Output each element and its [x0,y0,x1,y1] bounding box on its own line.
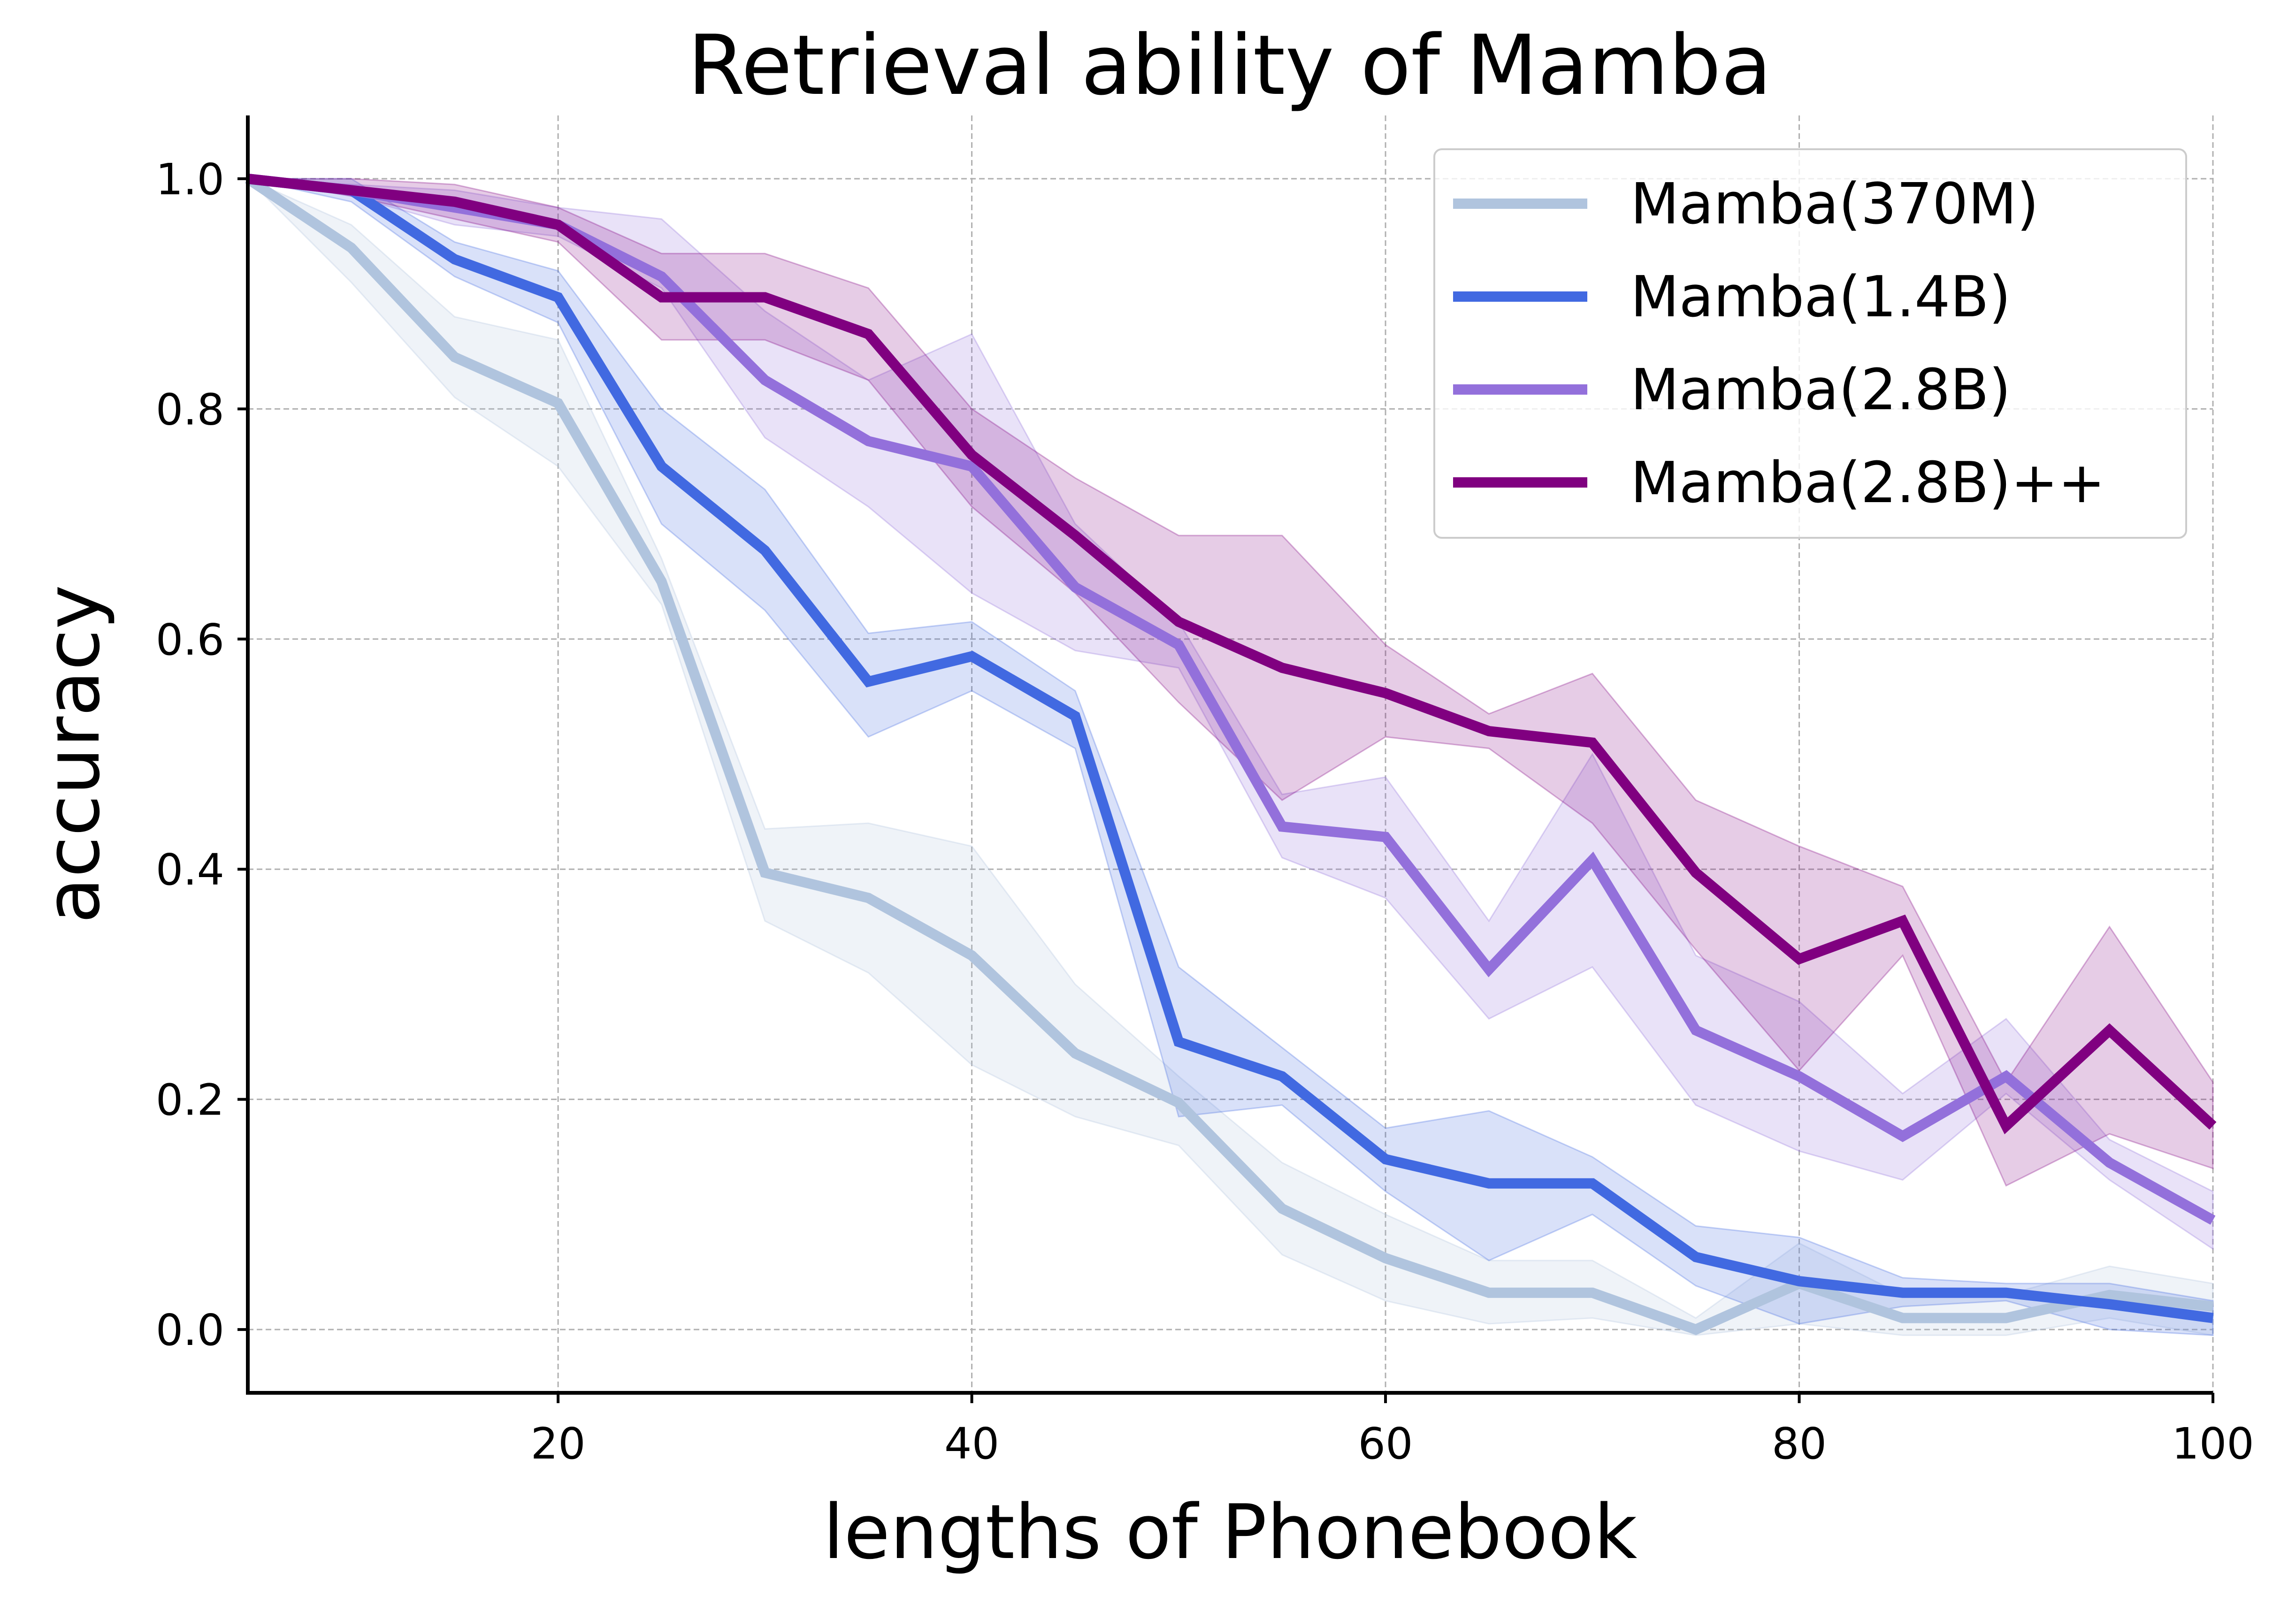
data-point [351,247,352,248]
legend: Mamba(370M) Mamba(1.4B) Mamba(2.8B) Mamba(2… [1433,148,2187,539]
data-point [2212,1220,2213,1221]
data-point [2109,1162,2110,1163]
data-point [1799,959,1800,960]
confidence-band [247,178,2214,1337]
legend-label: Mamba(370M) [1630,172,2039,237]
data-point [1695,1030,1696,1031]
y-axis-label: accuracy [29,585,116,924]
data-point [661,466,662,467]
data-point [2109,1295,2110,1296]
y-tick-label: 0.8 [156,384,224,435]
x-tick-label: 60 [1358,1419,1413,1469]
y-tick-label: 0.2 [156,1075,224,1125]
data-point [1178,1102,1179,1103]
legend-label: Mamba(2.8B)++ [1630,451,2105,516]
data-point [558,224,559,225]
data-point [1799,1281,1800,1282]
axes [246,115,2213,1395]
legend-box [1433,148,2187,539]
x-axis-label: lengths of Phonebook [823,1488,1638,1576]
data-point [1902,1136,1903,1137]
data-point [1488,731,1489,732]
data-point [1075,587,1076,588]
data-point [868,334,869,335]
data-point [454,259,455,260]
data-point [1488,1183,1489,1184]
data-point [1282,826,1283,827]
data-point [1488,969,1489,970]
data-point [1592,1292,1593,1293]
data-point [558,297,559,298]
data-point [1075,535,1076,536]
x-tick-label: 20 [531,1419,586,1469]
data-point [2212,1306,2213,1307]
data-point [1695,1329,1696,1330]
data-point [868,898,869,899]
data-point [1178,644,1179,645]
data-point [2109,1030,2110,1031]
data-point [661,581,662,582]
data-point [1282,1076,1283,1077]
data-point [661,276,662,277]
legend-label: Mamba(1.4B) [1630,265,2011,330]
data-point [1282,667,1283,668]
data-point [2212,1125,2213,1126]
data-point [868,681,869,682]
data-point [1075,716,1076,717]
data-point [1592,1183,1593,1184]
data-point [1385,1258,1386,1259]
chart-title: Retrieval ability of Mamba [688,17,1772,114]
x-tick-label: 40 [944,1419,999,1469]
data-point [2109,1304,2110,1305]
y-tick-label: 1.0 [156,154,224,205]
data-point [1282,1208,1283,1209]
data-point [1902,1318,1903,1319]
data-point [2005,1076,2006,1077]
data-point [1385,1159,1386,1160]
data-point [1592,742,1593,743]
data-point [1902,1292,1903,1293]
data-point [1592,860,1593,861]
data-point [2005,1125,2006,1126]
data-point [2005,1292,2006,1293]
data-point [2005,1318,2006,1319]
data-point [1695,872,1696,873]
series-lines [245,173,2217,1335]
x-tick-label: 80 [1772,1419,1827,1469]
data-point [558,403,559,404]
data-point [351,190,352,191]
data-point [1178,621,1179,622]
data-point [1902,921,1903,922]
data-point [1799,1076,1800,1077]
data-point [454,201,455,202]
series-line [247,173,2217,1135]
y-tick-label: 0.4 [156,845,224,895]
data-point [868,441,869,442]
data-point [1385,693,1386,694]
legend-label: Mamba(2.8B) [1630,358,2011,423]
data-point [454,207,455,208]
x-tick-label: 100 [2172,1419,2254,1469]
data-point [1695,1257,1696,1258]
data-point [2212,1318,2213,1319]
data-point [661,297,662,298]
data-point [454,357,455,358]
y-tick-label: 0.6 [156,615,224,665]
data-point [1178,1041,1179,1042]
ticks: 20 40 60 80 100 0.0 0.2 0.4 0.6 0.8 1.0 [156,154,2254,1469]
series-line [245,174,2214,1335]
data-point [1488,1292,1489,1293]
y-tick-label: 0.0 [156,1305,224,1355]
data-point [1385,837,1386,838]
data-point [1075,1053,1076,1054]
grid [248,115,2214,1393]
series-line [247,173,2214,1323]
